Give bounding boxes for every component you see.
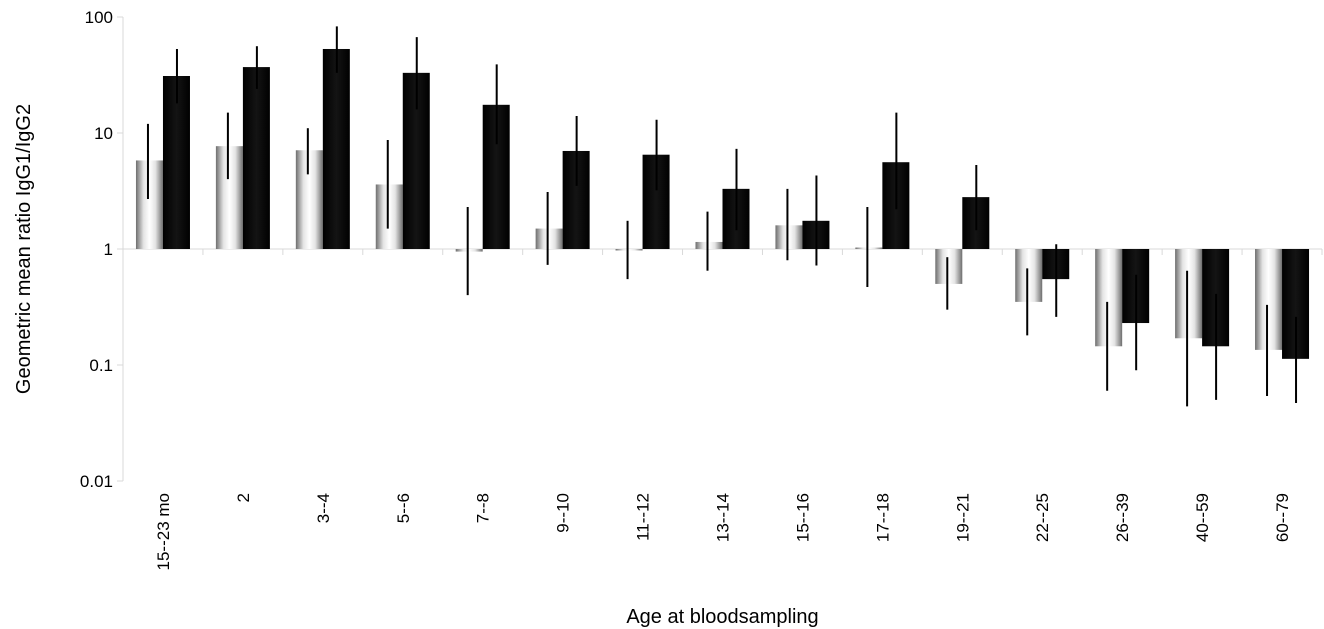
bar-series-1 [695,241,723,249]
bar-series-1 [455,249,483,252]
x-tick-label: 9--10 [554,493,573,533]
bar-series-1 [775,225,803,249]
bar-series-1 [1175,249,1203,339]
x-tick-label: 5--6 [394,493,413,523]
bar-series-2 [162,76,190,249]
y-tick-label: 1 [104,240,113,259]
y-axis-title: Geometric mean ratio IgG1/IgG2 [13,104,35,394]
bar-series-1 [135,160,163,249]
x-tick-label: 60--79 [1273,493,1292,542]
x-tick-label: 13--14 [714,493,733,542]
x-tick-label: 15--16 [793,493,812,542]
x-tick-label: 11--12 [634,493,653,541]
x-tick-label: 19--21 [953,493,972,542]
bar-series-1 [1015,249,1043,302]
bar-series-2 [242,67,270,250]
x-tick-label: 26--39 [1113,493,1132,542]
bar-series-1 [935,249,963,284]
bar-series-1 [855,247,883,250]
bar-series-1 [615,249,643,251]
bar-series-1 [1255,249,1283,350]
x-tick-label: 3--4 [314,493,333,523]
y-tick-label: 0.1 [89,356,113,375]
x-tick-label: 15--23 mo [154,493,173,570]
bar-series-1 [295,150,323,249]
x-axis-title: Age at bloodsampling [626,606,818,628]
bar-series-1 [215,146,243,249]
y-tick-label: 0.01 [80,472,113,491]
y-tick-label: 10 [94,124,113,143]
y-tick-label: 100 [85,8,113,27]
x-tick-label: 40--59 [1193,493,1212,542]
bar-series-1 [1095,249,1123,347]
x-tick-label: 22--25 [1033,493,1052,542]
bar-series-1 [375,184,403,249]
bar-series-2 [322,48,350,250]
x-tick-label: 7--8 [474,493,493,523]
x-tick-label: 17--18 [873,493,892,542]
bar-series-1 [535,228,563,249]
x-tick-label: 2 [234,493,253,502]
